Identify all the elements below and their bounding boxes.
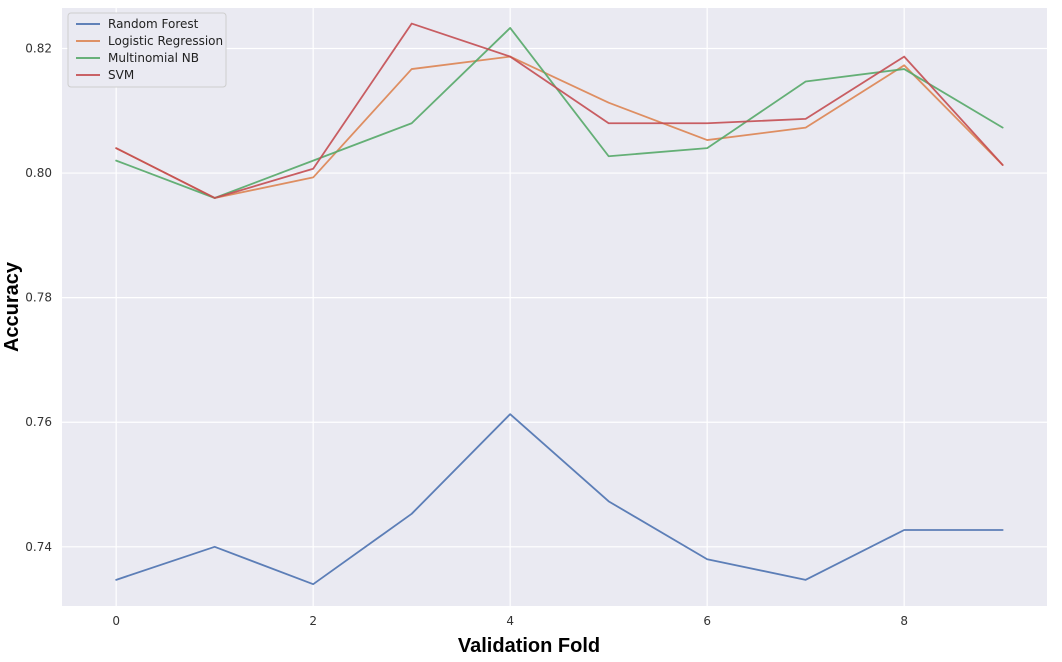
x-tick-label: 8 — [900, 614, 908, 628]
legend-label-random-forest: Random Forest — [108, 17, 199, 31]
legend-box — [67, 12, 227, 88]
legend-label-svm: SVM — [108, 68, 134, 82]
x-axis-label: Validation Fold — [458, 635, 600, 657]
series-lines — [115, 22, 1004, 586]
y-tick-label: 0.76 — [25, 415, 52, 429]
y-axis-label: Accuracy — [1, 261, 23, 352]
series-line-multinomial-nb — [115, 27, 1004, 199]
series-line-svm — [115, 22, 1004, 199]
x-tick-label: 2 — [309, 614, 317, 628]
x-tick-label: 0 — [112, 614, 120, 628]
x-tick-label: 6 — [703, 614, 711, 628]
grid-lines — [62, 8, 1047, 606]
plot-background — [62, 8, 1047, 606]
legend-label-logistic-regression: Logistic Regression — [108, 34, 223, 48]
y-tick-label: 0.74 — [25, 540, 52, 554]
series-line-random-forest — [115, 413, 1004, 586]
y-tick-label: 0.78 — [25, 291, 52, 305]
y-tick-label: 0.82 — [25, 41, 52, 55]
legend-label-multinomial-nb: Multinomial NB — [108, 51, 199, 65]
y-tick-label: 0.80 — [25, 166, 52, 180]
tick-labels: 0 2 4 6 8 0.74 0.76 0.78 0.80 0.82 — [25, 41, 908, 628]
series-line-logistic-regression — [115, 55, 1004, 199]
legend: Random Forest Logistic Regression Multinom… — [67, 12, 227, 88]
x-tick-label: 4 — [506, 614, 514, 628]
